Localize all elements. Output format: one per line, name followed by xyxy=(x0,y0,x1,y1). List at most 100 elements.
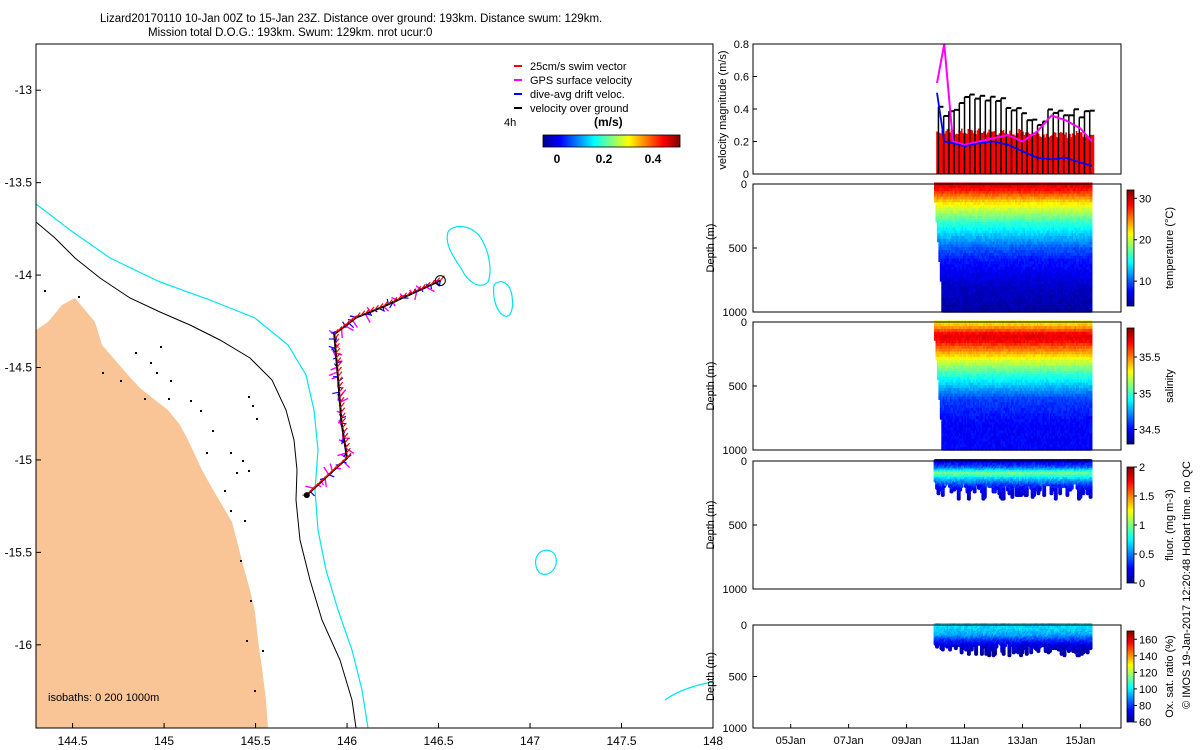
island-mark xyxy=(230,510,232,512)
map-y-tick-label: -15.5 xyxy=(5,545,33,559)
map-x-tick-label: 147.5 xyxy=(606,734,636,748)
map-x-tick-label: 147 xyxy=(520,734,540,748)
swim-vector xyxy=(340,407,346,414)
gps-velocity-vector xyxy=(351,319,359,328)
swim-vector xyxy=(339,391,345,398)
map-y-axis: -13-13.5-14-14.5-15-15.5-16 xyxy=(5,83,41,652)
map-x-tick-label: 148 xyxy=(703,734,723,748)
map-x-tick-label: 144.5 xyxy=(58,734,88,748)
gps-velocity-vector xyxy=(339,397,349,404)
swim-vector xyxy=(339,402,345,408)
velocity-y-tick-label: 0.8 xyxy=(734,39,749,51)
small-islands xyxy=(44,290,264,692)
swim-vector xyxy=(387,298,393,305)
swim-vector xyxy=(328,469,334,476)
drift-velocity-vector xyxy=(348,322,355,329)
island-mark xyxy=(248,470,250,472)
map-x-tick-label: 146 xyxy=(337,734,357,748)
swim-vector xyxy=(345,447,351,454)
speed-colorbar-tick-1: 0.2 xyxy=(596,152,613,166)
island-mark xyxy=(254,690,256,692)
island-mark xyxy=(240,560,242,562)
island-mark xyxy=(156,372,158,374)
map-y-tick-label: -13.5 xyxy=(5,176,33,190)
swim-vector xyxy=(334,343,340,349)
legend-item-ground: velocity over ground xyxy=(514,103,628,115)
swim-vector xyxy=(313,482,319,489)
drift-velocity-vector xyxy=(332,391,340,395)
island-mark xyxy=(150,362,152,364)
velocity-panel: 00.20.40.60.8 velocity magnitude (m/s) xyxy=(717,39,1122,181)
velocity-y-tick-label: 0.2 xyxy=(734,137,749,149)
map-legend: 25cm/s swim vector GPS surface velocity … xyxy=(514,61,633,115)
swim-vector xyxy=(346,452,352,459)
island-mark xyxy=(256,418,258,420)
reef-ring-4 xyxy=(664,681,713,701)
legend-label-swim: 25cm/s swim vector xyxy=(530,61,627,73)
speed-colorbar-tick-2: 0.4 xyxy=(645,152,662,166)
swim-vector xyxy=(369,306,375,313)
map-x-tick-label: 146.5 xyxy=(424,734,454,748)
gps-velocity-vector xyxy=(345,447,355,454)
swim-vector xyxy=(392,296,398,303)
map-x-axis: 144.5 145 145.5 146 146.5 147 147.5 148 xyxy=(58,723,723,748)
swim-vector xyxy=(339,397,345,403)
isobath-1000m xyxy=(36,203,369,728)
track-end-marker xyxy=(303,492,310,499)
map-frame xyxy=(35,43,714,729)
swim-vector xyxy=(383,301,389,307)
swim-vector xyxy=(331,466,337,472)
swim-vector xyxy=(335,462,341,469)
gps-velocity-vector xyxy=(364,313,371,323)
gps-velocity-vector xyxy=(425,286,435,293)
drift-velocity-vector xyxy=(328,345,336,349)
swim-vector xyxy=(397,294,403,301)
island-mark xyxy=(78,296,80,298)
speed-colorbar-title: (m/s) xyxy=(594,115,623,129)
legend-item-drift: dive-avg drift veloc. xyxy=(514,89,625,101)
island-mark xyxy=(246,640,248,642)
island-mark xyxy=(102,372,104,374)
swim-vector xyxy=(374,304,379,311)
swim-vector xyxy=(343,432,349,439)
swim-vector xyxy=(416,286,422,292)
glider-track xyxy=(302,275,446,499)
swim-vector xyxy=(320,476,326,482)
swim-vector xyxy=(337,326,343,332)
title-line-1: Lizard20170110 10-Jan 00Z to 15-Jan 23Z.… xyxy=(100,13,602,25)
swim-vector xyxy=(341,422,347,429)
swim-vector xyxy=(337,371,343,378)
island-mark xyxy=(250,600,252,602)
legend-label-ground: velocity over ground xyxy=(530,103,628,115)
swim-vector xyxy=(420,283,426,290)
swim-vector xyxy=(339,459,345,466)
swim-vector xyxy=(341,323,347,330)
speed-colorbar xyxy=(542,134,681,148)
velocity-y-tick-label: 0.6 xyxy=(734,72,749,84)
gps-velocity-vector xyxy=(330,366,338,371)
swim-vector xyxy=(335,347,341,354)
island-mark xyxy=(160,346,162,348)
legend-item-gps: GPS surface velocity xyxy=(514,75,633,87)
swim-vector xyxy=(344,437,350,444)
map-y-tick-label: -13 xyxy=(15,83,33,97)
swim-vector xyxy=(348,317,354,324)
island-mark xyxy=(230,452,232,454)
island-mark xyxy=(200,410,202,412)
reef-ring-3 xyxy=(535,549,557,575)
velocity-y-tick-label: 0.4 xyxy=(734,104,749,116)
swim-vector xyxy=(344,320,350,327)
isobath-200m xyxy=(36,221,357,728)
island-mark xyxy=(212,430,214,432)
swim-vector xyxy=(334,338,340,345)
swim-vector xyxy=(342,456,348,462)
island-mark xyxy=(248,396,250,398)
gps-velocity-vector xyxy=(328,371,338,377)
island-mark xyxy=(244,520,246,522)
map-panel: 144.5 145 145.5 146 146.5 147 147.5 148 -13-13.… xyxy=(5,43,723,748)
swim-vector xyxy=(309,486,315,493)
gps-speed-line xyxy=(936,43,1093,146)
track-start-marker xyxy=(434,275,446,287)
velocity-y-tick-label: 0 xyxy=(743,169,749,181)
